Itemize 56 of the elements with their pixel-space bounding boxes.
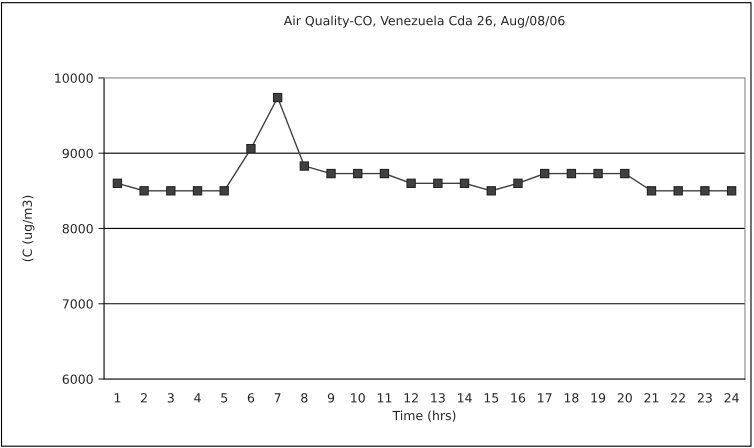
x-tick-label: 5 [221,393,228,403]
x-tick-label: 12 [404,393,418,402]
x-tick-label: 19 [592,393,606,403]
x-tick-label: 3 [168,393,174,403]
y-tick-label: 9000 [62,148,93,158]
point [566,168,576,178]
point [272,92,282,102]
point [674,186,683,196]
x-tick-label: 10 [351,393,365,403]
x-tick-label: 24 [724,393,739,402]
point [326,168,336,178]
x-tick-label: 14 [458,393,472,402]
y-tick-label: 8000 [62,224,93,234]
x-tick-label: 2 [141,393,147,402]
point [593,168,603,178]
x-tick-label: 18 [564,393,578,403]
point [460,178,470,188]
x-tick-label: 7 [274,393,281,402]
x-tick-label: 4 [194,393,201,402]
point [192,186,202,196]
point [166,186,176,196]
point [246,144,256,154]
x-tick-label: 1 [114,393,120,402]
x-tick-label: 11 [378,393,392,402]
point [513,178,523,188]
point [620,168,630,178]
point [220,186,229,196]
point [646,186,656,196]
point [486,186,496,196]
point [406,178,416,188]
x-tick-label: 16 [511,393,526,403]
x-tick-label: 22 [671,393,685,402]
point [700,186,710,196]
point [433,178,443,188]
x-tick-label: 23 [698,393,712,403]
point [353,168,362,178]
y-tick-label: 7000 [62,299,93,309]
point [380,168,390,178]
x-tick-label: 17 [538,393,552,402]
chart-title: Air Quality-CO, Venezuela Cda 26, Aug/08/06 [284,16,564,28]
x-tick-label: 9 [328,393,334,403]
point [139,186,149,196]
x-tick-label: 13 [431,393,445,403]
x-tick-label: 21 [644,393,658,402]
point [540,168,550,178]
x-axis-title: Time (hrs) [392,410,456,422]
point [726,186,736,196]
y-tick-label: 6000 [62,374,93,384]
x-tick-label: 15 [484,393,498,403]
x-tick-label: 8 [301,393,308,403]
point [112,178,122,188]
point [300,161,310,171]
y-axis-title: (C (ug/m3) [22,196,34,262]
x-tick-label: 20 [618,393,632,403]
y-tick-label: 10000 [55,73,93,83]
x-tick-label: 6 [248,393,254,403]
